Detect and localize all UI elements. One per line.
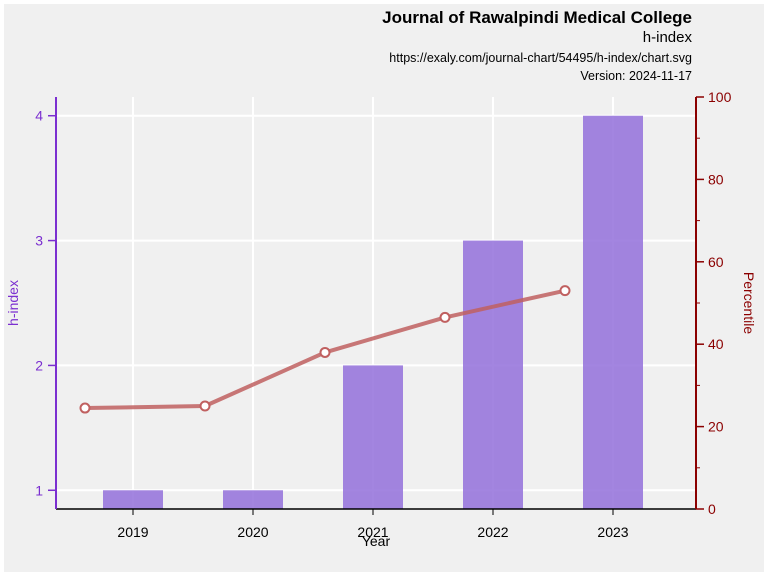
x-tick-label: 2019 [117,524,148,540]
bar [343,365,403,509]
x-tick-label: 2021 [357,524,388,540]
right-tick-label: 100 [708,89,732,105]
chart-title: Journal of Rawalpindi Medical College [382,8,692,27]
chart-version: Version: 2024-11-17 [580,69,692,83]
right-tick-label: 40 [708,336,724,352]
chart-url: https://exaly.com/journal-chart/54495/h-… [389,51,692,65]
x-tick-label: 2022 [477,524,508,540]
x-axis-label: Year [362,533,391,549]
left-tick-label: 4 [35,108,43,124]
chart-subtitle: h-index [642,29,692,46]
right-tick-label: 60 [708,254,724,270]
percentile-point [319,346,331,358]
percentile-point [199,400,211,412]
right-tick-label: 0 [708,501,716,517]
percentile-point [559,285,571,297]
x-tick-label: 2023 [597,524,628,540]
percentile-point [439,311,451,323]
percentile-point [79,402,91,414]
bar [463,240,523,510]
bar [583,115,643,510]
left-tick-label: 1 [35,482,43,498]
x-tick-label: 2020 [237,524,268,540]
right-axis-label: Percentile [741,272,757,334]
left-tick-label: 3 [35,233,43,249]
left-tick-label: 2 [35,357,43,373]
right-tick-label: 80 [708,171,724,187]
right-tick-label: 20 [708,419,724,435]
left-axis-label: h-index [5,280,21,326]
bar [103,490,163,509]
bar [223,490,283,509]
